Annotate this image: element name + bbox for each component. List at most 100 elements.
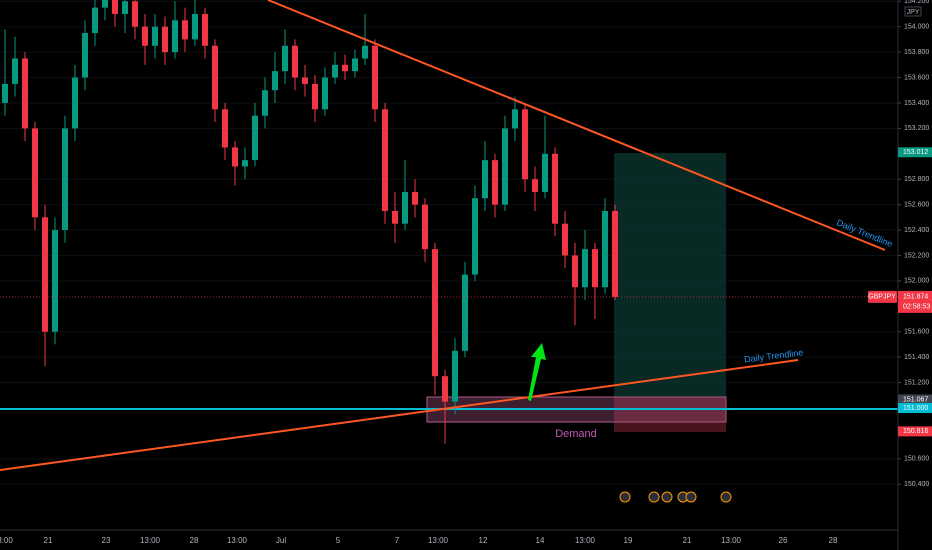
event-icon [648,491,660,503]
candle-body [222,109,228,148]
event-icon [685,491,697,503]
x-tick-label: 13:00 [227,536,248,545]
event-icon [720,491,732,503]
candle-body [152,26,158,46]
candle-body [232,147,238,167]
price-tag-label: 150.816 [903,428,928,435]
candle-body [102,0,108,8]
candle-body [442,376,448,402]
candle-body [612,210,618,297]
y-tick-label: 152.000 [904,278,929,285]
trendline [267,0,886,251]
x-tick-label: 28 [190,536,199,545]
candle-body [522,109,528,180]
x-tick-label: 3:00 [0,536,13,545]
x-tick-label: 5 [336,536,341,545]
grid [0,0,898,485]
price-tag-label: 151.000 [903,405,928,412]
candle-body [482,160,488,199]
candle-body [252,115,258,161]
x-tick-label: Jul [276,536,286,545]
candles [2,0,618,444]
candle-body [92,7,98,34]
y-tick-label: 152.400 [904,227,929,234]
candle-body [172,20,178,53]
candle-body [372,45,378,110]
x-tick-label: 12 [479,536,488,545]
candle-body [532,179,538,192]
loss-zone [614,398,726,432]
candle-body [302,77,308,84]
x-tick-label: 13:00 [140,536,161,545]
candle-body [422,204,428,250]
y-tick-label: 152.800 [904,176,929,183]
x-tick-label: 21 [44,536,53,545]
candle-body [292,45,298,78]
candle-body [322,77,328,110]
y-tick-label: 150.400 [904,481,929,488]
candle-body [42,217,48,332]
x-tick-label: 7 [395,536,400,545]
x-tick-label: 19 [624,536,633,545]
candle-body [262,90,268,116]
candle-body [592,249,598,288]
y-tick-label: 154.000 [904,24,929,31]
candle-body [332,64,338,78]
symbol-tag [868,290,897,303]
x-tick-label: 23 [102,536,111,545]
candle-body [352,58,358,72]
candle-body [32,128,38,218]
candle-body [12,58,18,84]
price-tag-label: 151.874 [903,294,928,301]
candle-body [82,33,88,78]
candle-body [342,64,348,72]
price-tag [898,290,932,313]
x-tick-label: 13:00 [428,536,449,545]
candle-body [502,128,508,205]
arrow [528,343,546,401]
candle-body [282,45,288,72]
event-icon [619,491,631,503]
currency-box [904,6,922,17]
price-tag [898,402,932,413]
event-icons [619,491,732,503]
y-tick-label: 151.200 [904,379,929,386]
candle-body [142,26,148,46]
y-tick-label: 153.800 [904,49,929,56]
candle-body [72,77,78,129]
candle-body [242,160,248,167]
profit-zone [614,153,726,398]
candle-body [202,13,208,46]
y-tick-label: 153.600 [904,74,929,81]
candle-body [462,274,468,351]
candle-body [62,128,68,231]
y-tick-label: 152.200 [904,252,929,259]
candle-body [192,13,198,40]
candle-body [212,45,218,110]
price-tag-label: 151.067 [903,396,928,403]
y-tick-label: 152.600 [904,201,929,208]
x-tick-label: 14 [536,536,545,545]
countdown: 02:58:53 [903,304,930,311]
zone-label: Demand [555,428,597,440]
price-tag-label: 153.012 [903,149,928,156]
candle-body [492,160,498,205]
candle-body [22,58,28,129]
price-tag [898,147,932,158]
candle-body [112,0,118,14]
candle-body [512,109,518,129]
candle-body [572,255,578,288]
candle-body [162,26,168,53]
candle-body [432,249,438,377]
candle-body [2,83,8,103]
y-tick-label: 151.400 [904,354,929,361]
candle-body [312,83,318,110]
candle-body [362,45,368,59]
candle-body [382,109,388,211]
candle-body [392,210,398,224]
x-tick-label: 21 [683,536,692,545]
candle-body [542,153,548,192]
currency: JPY [907,9,920,16]
